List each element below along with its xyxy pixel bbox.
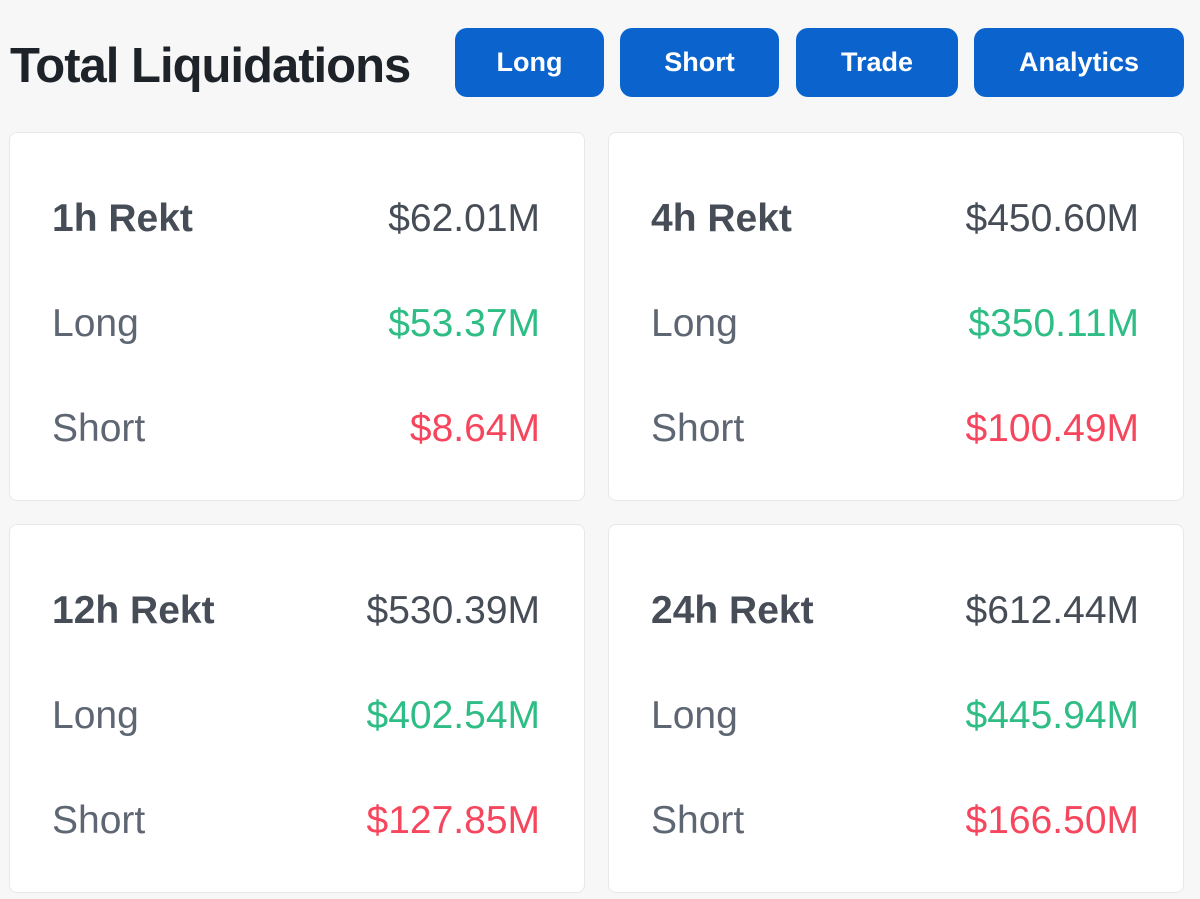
short-row: Short $8.64M: [52, 404, 540, 454]
liquidation-card-4h: 4h Rekt $450.60M Long $350.11M Short $10…: [608, 132, 1184, 501]
long-label: Long: [52, 302, 139, 345]
liquidation-card-1h: 1h Rekt $62.01M Long $53.37M Short $8.64…: [9, 132, 585, 501]
card-title: 12h Rekt: [52, 589, 215, 632]
short-label: Short: [651, 799, 745, 842]
short-button[interactable]: Short: [620, 28, 779, 97]
short-value: $166.50M: [965, 799, 1139, 842]
header: Total Liquidations Long Short Trade Anal…: [10, 28, 1190, 100]
liquidation-card-24h: 24h Rekt $612.44M Long $445.94M Short $1…: [608, 524, 1184, 893]
total-row: 4h Rekt $450.60M: [651, 194, 1139, 244]
long-label: Long: [52, 694, 139, 737]
long-label: Long: [651, 302, 738, 345]
short-row: Short $100.49M: [651, 404, 1139, 454]
long-label: Long: [651, 694, 738, 737]
long-button[interactable]: Long: [455, 28, 604, 97]
short-label: Short: [52, 799, 146, 842]
card-title: 24h Rekt: [651, 589, 814, 632]
short-label: Short: [651, 407, 745, 450]
liquidation-card-12h: 12h Rekt $530.39M Long $402.54M Short $1…: [9, 524, 585, 893]
trade-button[interactable]: Trade: [796, 28, 958, 97]
long-row: Long $445.94M: [651, 691, 1139, 741]
short-label: Short: [52, 407, 146, 450]
long-value: $350.11M: [968, 302, 1139, 345]
card-title: 4h Rekt: [651, 197, 792, 240]
short-value: $127.85M: [366, 799, 540, 842]
total-row: 1h Rekt $62.01M: [52, 194, 540, 244]
total-value: $450.60M: [965, 197, 1139, 240]
total-value: $62.01M: [388, 197, 540, 240]
long-value: $53.37M: [388, 302, 540, 345]
analytics-button[interactable]: Analytics: [974, 28, 1184, 97]
total-value: $612.44M: [965, 589, 1139, 632]
long-value: $402.54M: [366, 694, 540, 737]
page-title: Total Liquidations: [10, 39, 411, 93]
total-row: 24h Rekt $612.44M: [651, 586, 1139, 636]
card-title: 1h Rekt: [52, 197, 193, 240]
long-row: Long $402.54M: [52, 691, 540, 741]
long-value: $445.94M: [965, 694, 1139, 737]
long-row: Long $350.11M: [651, 299, 1139, 349]
total-row: 12h Rekt $530.39M: [52, 586, 540, 636]
long-row: Long $53.37M: [52, 299, 540, 349]
short-value: $8.64M: [409, 407, 540, 450]
total-value: $530.39M: [366, 589, 540, 632]
short-row: Short $127.85M: [52, 796, 540, 846]
short-value: $100.49M: [965, 407, 1139, 450]
short-row: Short $166.50M: [651, 796, 1139, 846]
